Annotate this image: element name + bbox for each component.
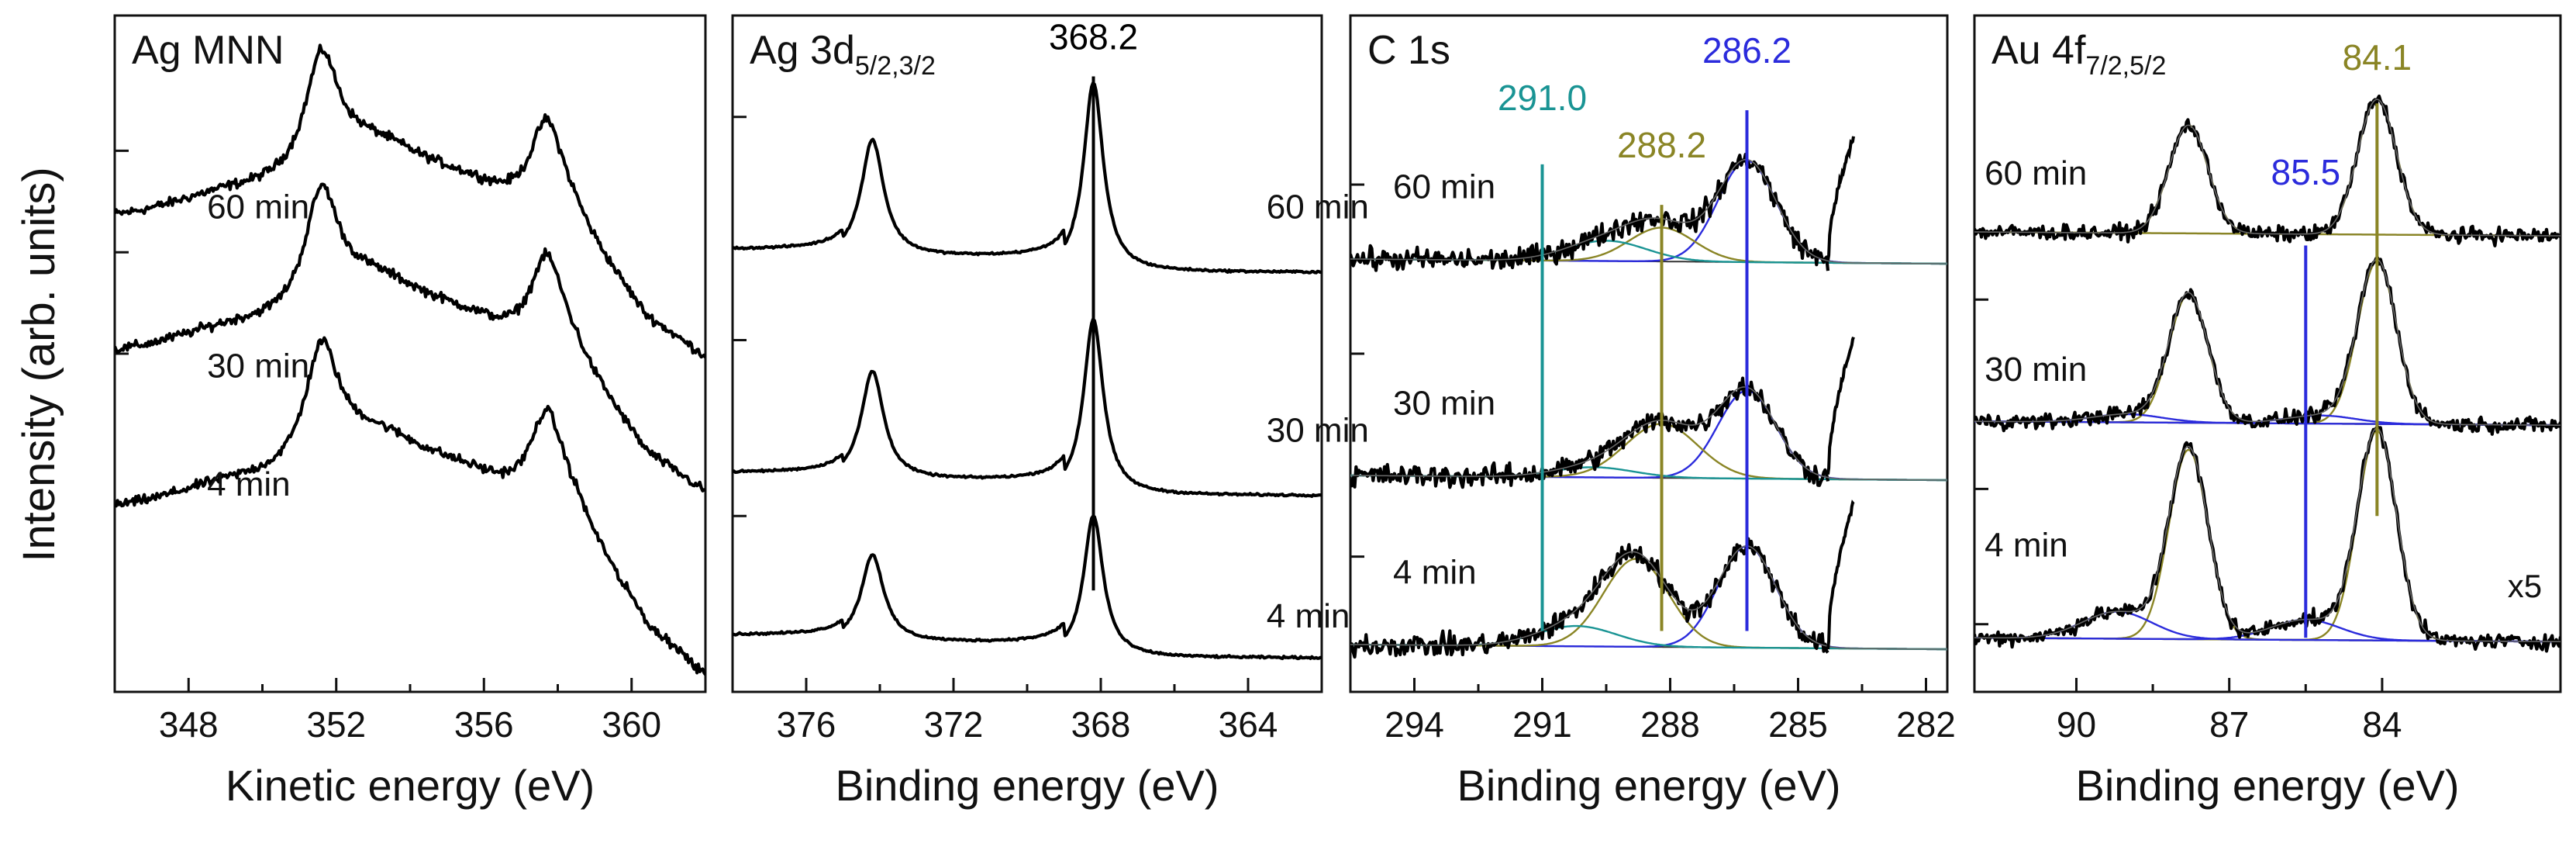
series-label: 30 min [1267,411,1369,449]
x-axis-label: Kinetic energy (eV) [226,761,595,810]
x-tick-label: 87 [2209,704,2249,745]
x-axis-label: Binding energy (eV) [1457,761,1841,810]
panel-title-subscript: 5/2,3/2 [855,51,936,81]
plot-area [733,81,1322,661]
fit-envelope [1974,258,2560,426]
spectrum-line [1974,425,2560,653]
spectrum-edge [1826,136,1855,261]
peak-marker-label: 368.2 [1049,17,1138,57]
x-tick-label: 84 [2362,704,2402,745]
x-tick-label: 368 [1071,704,1131,745]
x-tick-label: 90 [2057,704,2096,745]
plot-frame [731,14,1323,693]
x-tick-label: 364 [1219,704,1278,745]
panel-title: Ag 3d5/2,3/2 [750,28,936,81]
x-axis-label: Binding energy (eV) [2076,761,2460,810]
x-axis-label: Binding energy (eV) [836,761,1219,810]
x-tick-label: 376 [777,704,836,745]
spectrum-line [733,514,1322,661]
fit-envelope [1974,427,2560,643]
panel-title-main: Ag 3d [750,28,855,73]
fit-component [1974,261,2560,427]
plot-frame [1973,14,2562,693]
spectrum-line [733,81,1322,275]
spectrum-edge [1826,336,1855,475]
plot-frame [113,14,707,693]
series-label: 30 min [207,347,309,385]
spectrum-line [115,43,705,359]
plot-area [1974,94,2560,653]
fit-component [1350,423,1947,482]
spectrum-edge [1826,500,1855,650]
x-tick-label: 356 [454,704,514,745]
x-tick-label: 360 [602,704,661,745]
x-tick-label: 352 [306,704,366,745]
spectrum-line [115,336,705,676]
series-label: 60 min [1393,168,1495,206]
spectrum-line [1974,256,2560,436]
panel-title-main: Au 4f [1991,28,2086,73]
series-label: 30 min [1985,351,2087,389]
y-axis-label: Intensity (arb. units) [14,167,64,562]
panel-title: Ag MNN [132,28,284,73]
peak-marker-label: 291.0 [1498,78,1587,118]
panel-title-main: Ag MNN [132,28,284,73]
plot-area [115,43,705,676]
x-tick-label: 288 [1640,704,1700,745]
x-tick-label: 348 [159,704,219,745]
series-label: 4 min [1393,553,1477,591]
panel-c-1s: 294 291 288 285 282 Binding energy (eV) C 1s 60… [1349,14,1956,810]
series-label: 60 min [207,188,309,226]
scale-annotation: x5 [2508,568,2542,604]
fit-envelope [1350,158,1947,264]
panel-title-main: C 1s [1367,28,1450,73]
spectrum-line [115,182,705,493]
series-label: 60 min [1267,188,1369,226]
series-label: 60 min [1985,154,2087,192]
fit-envelope [1974,99,2560,237]
panel-title-subscript: 7/2,5/2 [2085,51,2166,81]
peak-marker-label: 288.2 [1617,125,1706,165]
peak-marker-label: 84.1 [2343,37,2412,78]
peak-marker-label: 85.5 [2271,152,2341,192]
fit-envelope [1350,386,1947,481]
x-tick-label: 372 [924,704,984,745]
peak-marker-label: 286.2 [1702,30,1791,71]
series-label: 4 min [1985,527,2068,565]
series-label: 30 min [1393,384,1495,422]
series-label: 4 min [207,465,291,503]
panel-au-4f: 90 87 84 Binding energy (eV) Au 4f7/2,5/2 60 … [1973,14,2562,810]
x-tick-label: 294 [1385,704,1444,745]
fit-envelope [1350,545,1947,650]
series-label: 4 min [1267,597,1350,635]
panel-title: C 1s [1367,28,1450,73]
x-tick-label: 285 [1768,704,1828,745]
spectrum-line [733,317,1322,498]
x-tick-label: 291 [1512,704,1572,745]
panel-title: Au 4f7/2,5/2 [1991,28,2166,81]
x-tick-label: 282 [1896,704,1956,745]
